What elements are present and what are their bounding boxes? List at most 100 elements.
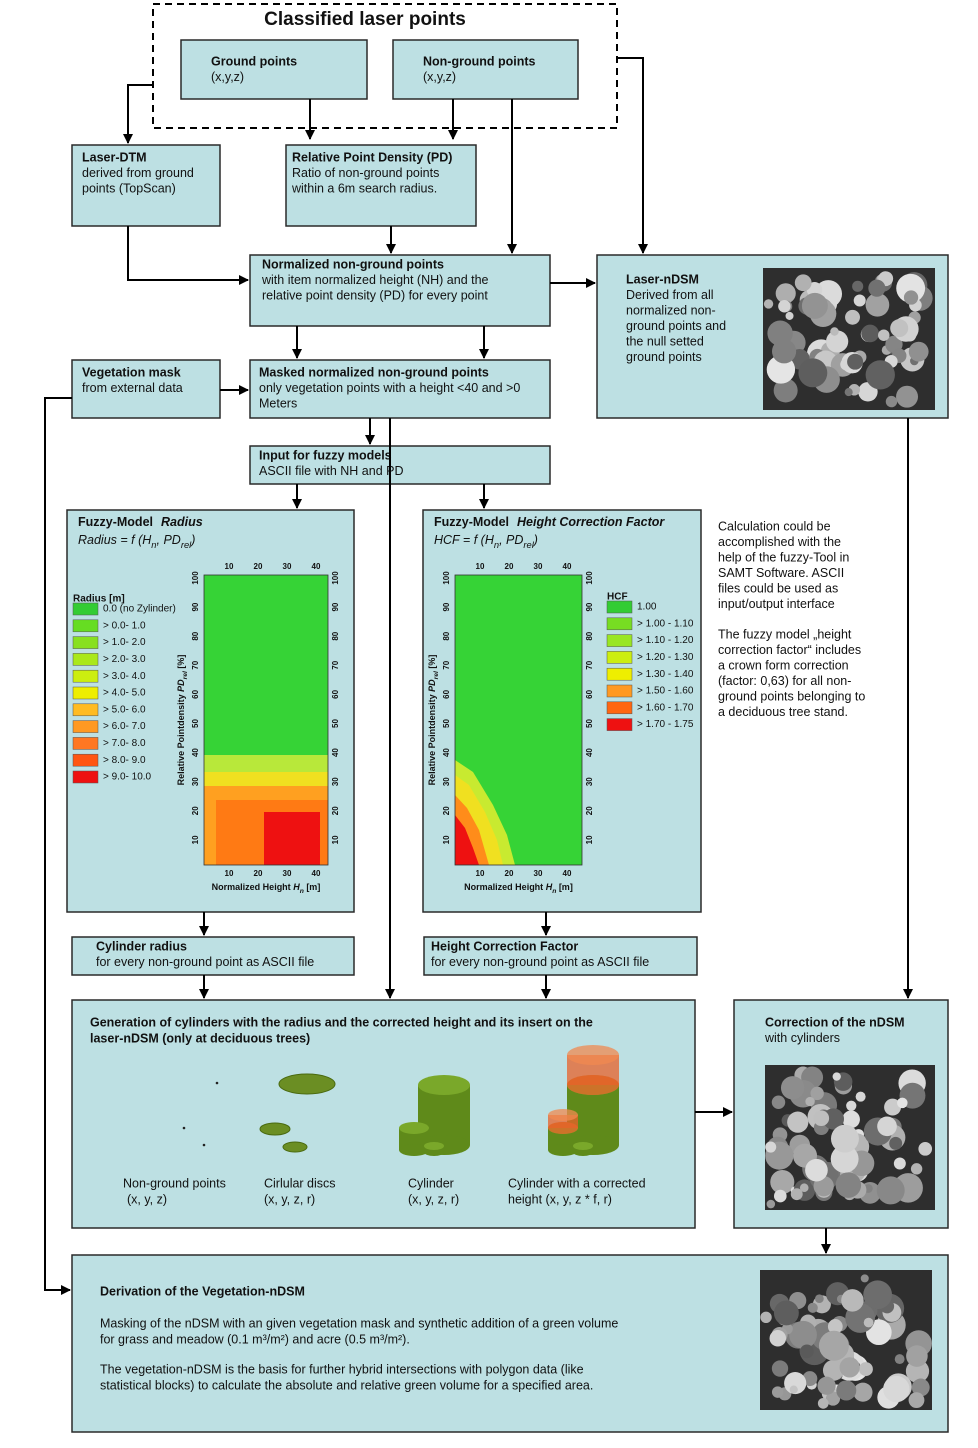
y-tick-label: 60 [585, 689, 594, 698]
y-tick-label: 60 [331, 689, 340, 698]
box-text: only vegetation points with a height <40… [259, 381, 520, 395]
raster-blob [769, 1330, 787, 1347]
raster-blob [846, 1100, 857, 1111]
text-part: n [300, 888, 304, 895]
raster-blob [842, 1110, 860, 1129]
raster-blob [836, 1380, 857, 1401]
point [215, 1081, 219, 1085]
legend-swatch [606, 684, 633, 698]
legend-swatch [606, 701, 633, 715]
note-text: input/output interface [718, 597, 835, 611]
raster-blob [830, 1124, 859, 1153]
x-tick-label: 20 [505, 869, 514, 878]
y-tick-label: 70 [191, 660, 200, 669]
raster-blob [877, 1116, 897, 1137]
disc [282, 1141, 308, 1153]
raster-blob [766, 1199, 776, 1209]
legend-swatch [72, 770, 99, 784]
legend-label: > 1.0- 2.0 [103, 637, 146, 648]
cylinder-base [548, 1122, 578, 1134]
y-tick-label: 40 [442, 748, 451, 757]
text-part: ) [532, 533, 538, 547]
raster-blob [775, 283, 796, 304]
box-text: within a 6m search radius. [291, 181, 437, 195]
disc [259, 1122, 291, 1136]
raster-blob [884, 1098, 902, 1116]
legend-swatch [606, 600, 633, 614]
text-part: PD [427, 679, 437, 692]
cylinder-base [548, 1144, 578, 1156]
box-title: Masked normalized non-ground points [259, 365, 489, 379]
box-text: statistical blocks) to calculate the abs… [100, 1378, 593, 1392]
disc [278, 1073, 336, 1095]
box [423, 936, 698, 976]
y-tick-label: 80 [585, 631, 594, 640]
x-tick-label: 40 [563, 869, 572, 878]
box-title: Correction of the nDSM [765, 1015, 905, 1029]
raster-blob [908, 1392, 925, 1409]
text-part: , PD [157, 533, 181, 547]
x-tick-label: 10 [476, 869, 485, 878]
y-tick-label: 100 [585, 571, 594, 585]
y-tick-label: 100 [331, 571, 340, 585]
legend-swatch [72, 737, 99, 750]
text-part: Normalized Height [212, 882, 294, 892]
x-tick-label: 30 [283, 869, 292, 878]
box-text: for grass and meadow (0.1 m³/m²) and acr… [100, 1332, 410, 1346]
cylinder-top [567, 1045, 619, 1065]
formula: Radius = f (Hn, PDrel) [78, 533, 195, 550]
legend-label: > 1.10 - 1.20 [637, 635, 694, 646]
raster-blob [780, 1076, 805, 1100]
legend-swatch [606, 718, 633, 731]
y-tick-label: 70 [331, 660, 340, 669]
text-part: HCF = f (H [434, 533, 495, 547]
raster-blob [861, 324, 879, 343]
box-title: Derivation of the Vegetation-nDSM [100, 1284, 305, 1298]
legend-label: > 6.0- 7.0 [103, 721, 146, 732]
raster-blob [773, 1300, 799, 1326]
box-title: Normalized non-ground points [262, 257, 444, 271]
note-text: accomplished with the [718, 535, 841, 549]
cylinder-top [573, 1142, 593, 1150]
point [182, 1126, 186, 1130]
arrow [127, 226, 249, 285]
note-text: files could be used as [718, 581, 838, 595]
box-title: Laser-nDSM [626, 272, 699, 286]
text-part: [%] [176, 655, 186, 672]
y-tick-label: 10 [585, 835, 594, 844]
dashed-group [152, 3, 618, 129]
text-part: Radius [161, 515, 203, 529]
legend-label: > 1.50 - 1.60 [637, 686, 694, 697]
box-text: the null setted [626, 334, 704, 348]
legend-swatch [72, 619, 99, 633]
y-tick-label: 100 [442, 571, 451, 585]
raster-blob [841, 1289, 864, 1312]
text-part: rel [433, 671, 440, 679]
x-tick-label: 20 [254, 869, 263, 878]
text-part: Radius = f (H [78, 533, 152, 547]
raster-blob [799, 1183, 809, 1193]
legend-swatch [606, 634, 633, 647]
caption: (x, y, z, r) [264, 1192, 315, 1206]
note-text: a crown form correction [718, 658, 849, 672]
x-tick-label: 40 [312, 562, 321, 571]
raster-blob [785, 311, 794, 320]
box-text: Derived from all [626, 288, 714, 302]
raster-blob [908, 341, 929, 362]
raster-blob [863, 1280, 893, 1310]
box [249, 254, 551, 327]
x-tick-label: 10 [225, 869, 234, 878]
raster-blob [893, 1157, 906, 1170]
x-tick-label: 20 [505, 562, 514, 571]
raster-blob [770, 1169, 795, 1195]
caption: (x, y, z) [127, 1192, 167, 1206]
raster-blob [878, 329, 890, 341]
text-part: H [293, 882, 300, 892]
note-text: (factor: 0,63) for all non- [718, 674, 851, 688]
panel-title: Fuzzy-Model Height Correction Factor [434, 515, 665, 529]
text-part: Relative Pointdensity [176, 692, 186, 786]
y-tick-label: 40 [585, 748, 594, 757]
raster-blob [835, 1172, 862, 1198]
raster-blob [868, 279, 886, 297]
raster-blob [765, 1141, 777, 1153]
